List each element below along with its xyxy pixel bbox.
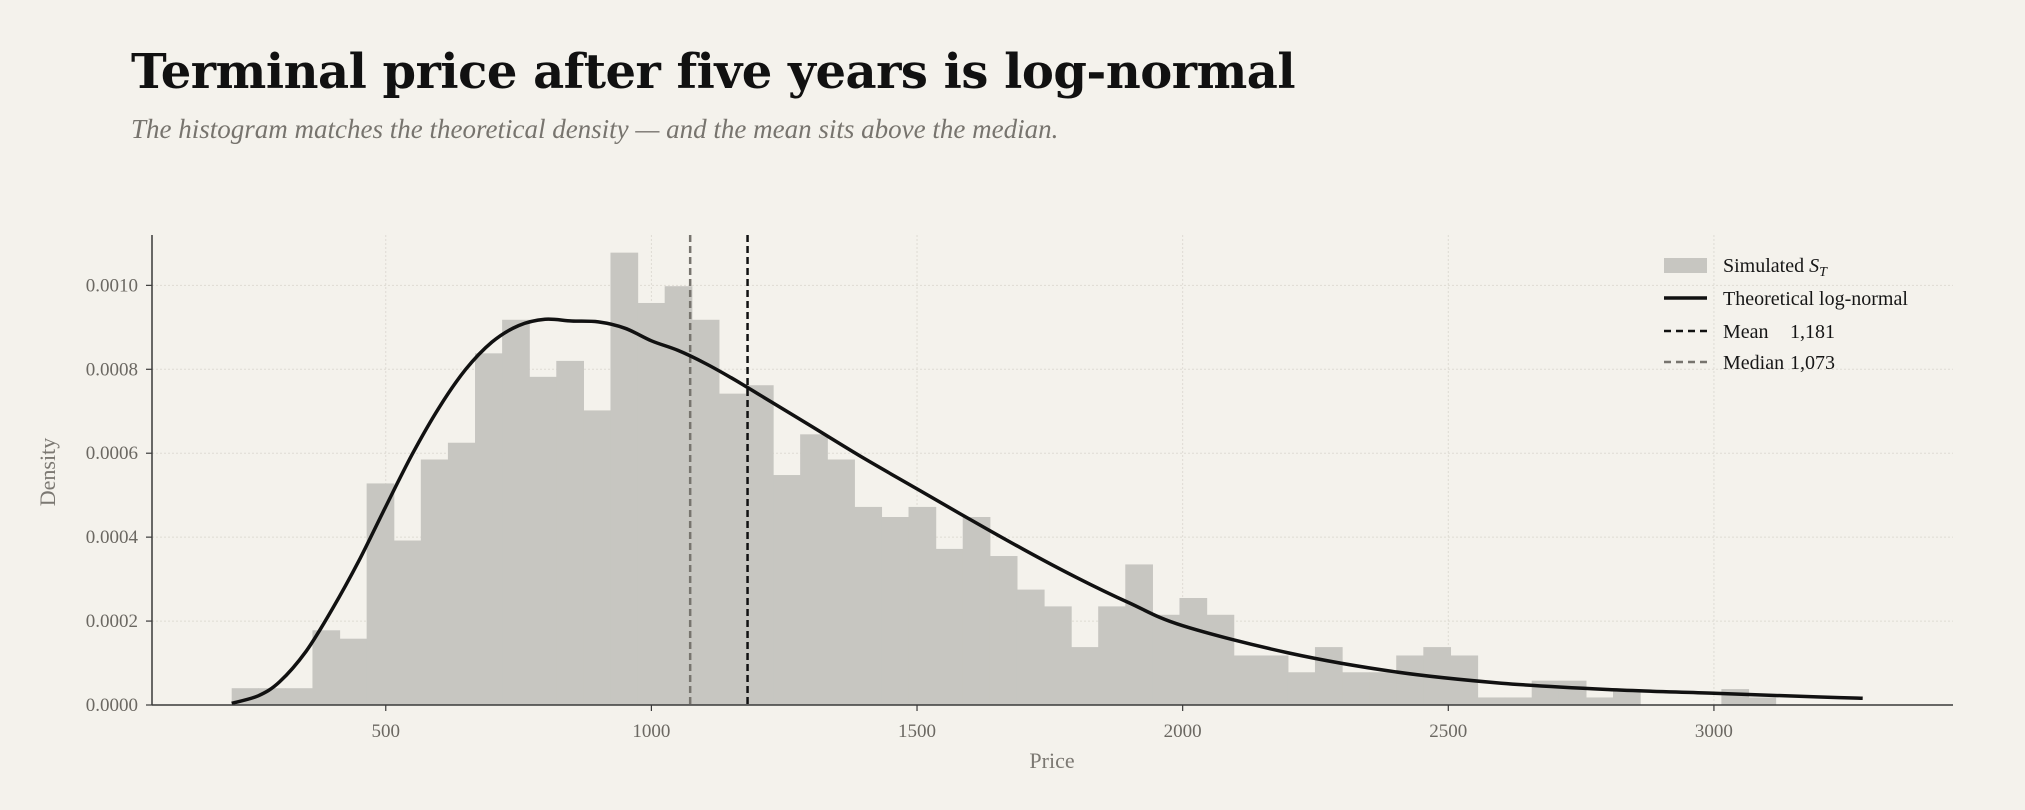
theoretical-curve (231, 317, 1863, 705)
legend-theoretical-label: Theoretical log-normal (1723, 288, 1908, 310)
y-tick-label-2: 0.0004 (86, 527, 139, 548)
y-axis-title: Density (35, 438, 60, 506)
histogram-bar-9 (475, 353, 503, 705)
x-tick-label-4: 2500 (1429, 721, 1467, 742)
histogram-bar-3 (312, 630, 341, 705)
histogram-bar-29 (1016, 589, 1045, 705)
y-tick-label-3: 0.0006 (86, 443, 138, 464)
histogram-bar-31 (1071, 647, 1099, 705)
x-ticks: 500 1000 1500 2000 2500 3000 (372, 705, 1733, 742)
histogram-bar-14 (610, 252, 639, 705)
y-tick-label-0: 0.0000 (86, 695, 138, 716)
legend-mean-value: 1,181 (1790, 321, 1835, 343)
histogram-bar-23 (854, 506, 883, 705)
histogram-bar-35 (1179, 597, 1208, 705)
histogram-bar-24 (881, 517, 910, 705)
histogram-bar-15 (637, 302, 666, 705)
histogram-bar-55 (1721, 689, 1750, 705)
theoretical-curve-layer (231, 317, 1863, 705)
histogram-bar-19 (745, 385, 774, 705)
histogram-bar-38 (1260, 655, 1289, 705)
histogram-bar-33 (1125, 564, 1153, 705)
axes (151, 235, 1953, 706)
x-tick-label-0: 500 (372, 721, 401, 742)
histogram-bar-27 (962, 517, 991, 705)
legend-histogram-subscript: T (1819, 265, 1828, 280)
histogram-bar-47 (1504, 697, 1533, 705)
legend: Simulated ST Theoretical log-normal Mean… (1664, 255, 1908, 374)
x-axis-title: Price (1029, 748, 1074, 773)
x-tick-label-3: 2000 (1164, 721, 1202, 742)
histogram-bar-6 (393, 540, 422, 705)
histogram-bar-41 (1342, 672, 1370, 705)
histogram-bar-17 (691, 319, 720, 705)
histogram-bar-42 (1369, 672, 1397, 705)
histogram-bar-25 (908, 506, 937, 705)
histogram-bar-56 (1748, 697, 1777, 705)
histogram-bar-8 (447, 442, 476, 705)
y-ticks: 0.0000 0.0002 0.0004 0.0006 0.0008 0.0010 (86, 275, 152, 716)
histogram-bar-4 (339, 638, 368, 705)
histogram-bar-21 (800, 434, 828, 705)
histogram-bar-26 (935, 548, 964, 705)
histogram-bar-10 (502, 319, 530, 705)
chart-subtitle: The histogram matches the theoretical de… (131, 114, 1059, 144)
x-tick-label-2: 1500 (898, 721, 936, 742)
histogram-bar-32 (1098, 606, 1126, 705)
histogram-bar-13 (583, 410, 612, 705)
histogram-bar-28 (989, 556, 1018, 705)
chart-title: Terminal price after five years is log-n… (131, 44, 1296, 100)
histogram-bar-2 (285, 688, 314, 705)
histogram-bar-46 (1477, 697, 1506, 705)
histogram-bar-37 (1233, 655, 1262, 705)
histogram-bar-11 (529, 376, 557, 705)
legend-histogram-swatch (1664, 258, 1707, 273)
histogram-bar-22 (827, 459, 855, 705)
legend-median-value: 1,073 (1790, 352, 1835, 374)
histogram-bar-12 (556, 360, 584, 705)
legend-histogram-symbol: S (1809, 255, 1819, 277)
histogram-bar-51 (1612, 689, 1641, 705)
x-tick-label-1: 1000 (632, 721, 670, 742)
histogram-bar-18 (718, 393, 747, 705)
histogram-bar-30 (1043, 606, 1072, 705)
histogram-bar-7 (420, 459, 449, 705)
histogram-bar-39 (1287, 672, 1316, 705)
legend-histogram-text: Simulated (1723, 255, 1809, 277)
legend-mean-label: Mean (1723, 321, 1769, 343)
legend-histogram-label: Simulated ST (1723, 255, 1828, 280)
x-tick-label-5: 3000 (1695, 721, 1733, 742)
histogram-bar-50 (1585, 697, 1614, 705)
histogram-bar-40 (1314, 647, 1343, 705)
histogram-bar-43 (1396, 655, 1424, 705)
histogram-bar-1 (258, 688, 286, 705)
histogram-bar-49 (1558, 680, 1587, 705)
histogram-bar-34 (1152, 614, 1181, 705)
y-tick-label-1: 0.0002 (86, 611, 138, 632)
y-tick-label-5: 0.0010 (86, 275, 138, 296)
histogram-bar-20 (773, 475, 801, 705)
histogram-bars (231, 252, 1777, 705)
legend-median-label: Median (1723, 352, 1784, 374)
histogram-bar-36 (1206, 614, 1235, 705)
reference-lines (688, 235, 749, 705)
y-tick-label-4: 0.0008 (86, 359, 138, 380)
